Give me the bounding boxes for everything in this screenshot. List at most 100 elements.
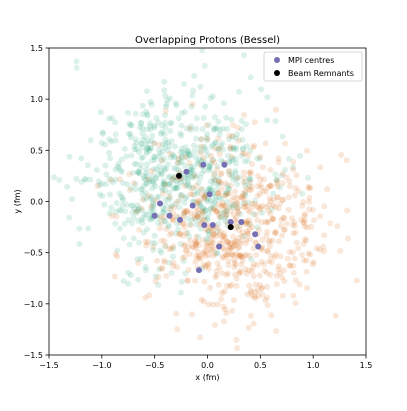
cloud-1-point [112, 251, 119, 258]
cloud-1-point [254, 217, 261, 224]
cloud-0-point [238, 152, 245, 159]
cloud-0-point [146, 178, 153, 184]
cloud-0-point [158, 170, 165, 177]
cloud-0-point [137, 165, 144, 172]
cloud-1-point [338, 151, 345, 158]
mpi-centres-point [183, 168, 190, 175]
cloud-0-point [203, 148, 210, 154]
cloud-1-point [189, 191, 196, 198]
cloud-1-point [272, 203, 279, 210]
cloud-0-point [149, 172, 156, 179]
cloud-0-point [171, 165, 177, 171]
cloud-0-point [162, 243, 169, 250]
cloud-1-point [225, 243, 232, 250]
cloud-1-point [266, 258, 273, 265]
cloud-0-point [198, 170, 205, 177]
cloud-1-point [225, 238, 232, 245]
cloud-1-point [207, 242, 214, 249]
cloud-0-point [107, 155, 114, 162]
cloud-1-point [263, 204, 270, 211]
cloud-0-point [209, 93, 216, 100]
cloud-0-point [117, 167, 124, 174]
cloud-0-point [162, 119, 169, 126]
cloud-0-point [186, 151, 192, 158]
cloud-0-point [185, 181, 192, 188]
cloud-1-point [211, 171, 218, 178]
cloud-1-point [200, 154, 207, 161]
beam-remnants-point [176, 172, 182, 179]
cloud-1-point [272, 228, 279, 235]
cloud-0-point [117, 225, 123, 232]
cloud-1-point [221, 318, 228, 325]
cloud-0-point [175, 184, 181, 191]
cloud-0-point [143, 140, 150, 147]
cloud-0-point [137, 186, 144, 193]
cloud-0-point [119, 179, 126, 186]
cloud-0-point [167, 204, 174, 211]
cloud-0-point [147, 98, 154, 105]
cloud-0-point [223, 190, 230, 197]
cloud-0-point [197, 83, 204, 90]
cloud-0-point [150, 197, 157, 204]
cloud-1-point [181, 209, 188, 216]
cloud-0-point [286, 155, 292, 162]
cloud-1-point [254, 183, 261, 190]
cloud-0-point [78, 178, 85, 185]
cloud-0-point [162, 92, 169, 99]
cloud-0-point [264, 117, 271, 124]
cloud-1-point [184, 277, 191, 284]
cloud-1-point [248, 292, 255, 299]
x-tick-label: 1.5 [360, 361, 373, 370]
cloud-1-point [324, 186, 331, 193]
cloud-1-point [214, 260, 221, 267]
legend-label-beam-remnants: Beam Remnants [288, 69, 354, 78]
cloud-1-point [259, 164, 266, 171]
cloud-1-point [273, 272, 280, 279]
cloud-0-point [113, 200, 120, 206]
cloud-1-point [236, 270, 243, 277]
x-tick-label: 0.0 [201, 361, 214, 370]
cloud-0-point [127, 272, 134, 279]
cloud-0-point [171, 174, 178, 180]
cloud-1-point [275, 155, 282, 162]
cloud-1-point [250, 245, 257, 252]
cloud-0-point [142, 170, 149, 177]
mpi-centres-point [151, 212, 158, 219]
cloud-1-point [224, 239, 231, 246]
cloud-0-point [82, 176, 88, 183]
cloud-0-point [194, 190, 201, 197]
cloud-1-point [195, 255, 202, 262]
cloud-0-point [194, 161, 201, 167]
cloud-1-point [216, 214, 223, 221]
cloud-0-point [137, 124, 143, 131]
cloud-0-point [214, 125, 221, 132]
cloud-1-point [231, 264, 238, 271]
cloud-0-point [108, 138, 115, 145]
cloud-1-point [166, 150, 173, 157]
cloud-1-point [173, 310, 180, 317]
cloud-0-point [120, 278, 127, 285]
cloud-0-point [182, 195, 189, 202]
cloud-0-point [178, 289, 184, 296]
cloud-1-point [254, 287, 261, 294]
cloud-0-point [156, 266, 163, 273]
cloud-0-point [201, 62, 208, 69]
cloud-0-point [207, 166, 213, 172]
cloud-0-point [150, 180, 157, 187]
cloud-0-point [82, 176, 89, 183]
cloud-0-point [222, 208, 229, 215]
cloud-0-point [204, 215, 211, 222]
cloud-0-point [135, 168, 142, 175]
cloud-1-point [244, 218, 251, 225]
cloud-1-point [224, 190, 231, 197]
cloud-0-point [84, 162, 91, 169]
cloud-0-point [119, 195, 126, 201]
cloud-1-point [111, 273, 118, 280]
cloud-1-point [228, 252, 235, 259]
cloud-1-point [181, 224, 188, 231]
cloud-1-point [228, 197, 235, 204]
cloud-1-point [221, 192, 228, 199]
cloud-1-point [193, 253, 199, 260]
cloud-1-point [143, 242, 150, 249]
